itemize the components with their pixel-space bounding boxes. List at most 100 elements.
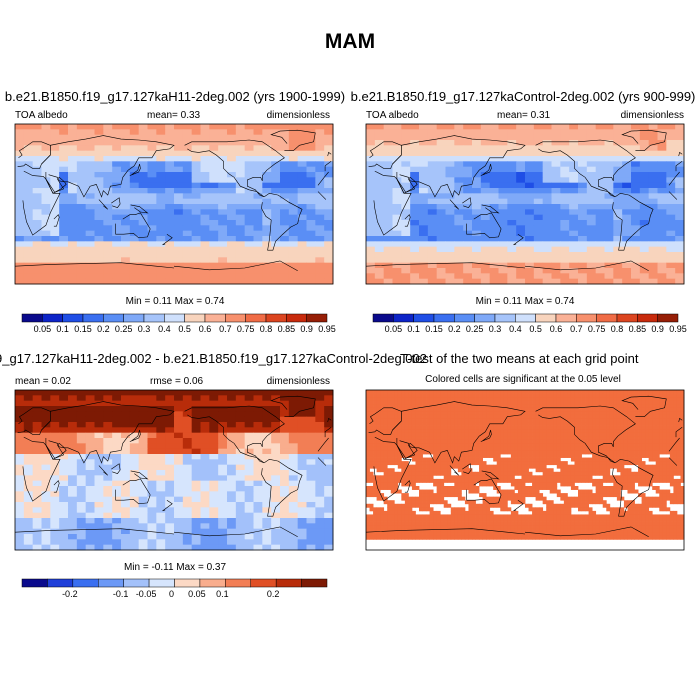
grid-cell [410, 193, 420, 200]
grid-cell [253, 124, 263, 130]
grid-cell [498, 252, 508, 258]
grid-cell [613, 204, 623, 210]
grid-cell [218, 236, 228, 242]
grid-cell [262, 390, 272, 396]
significant-cell [606, 404, 611, 409]
grid-cell [392, 220, 402, 226]
grid-cell [622, 262, 632, 269]
grid-cell [94, 262, 104, 269]
grid-cell [182, 411, 193, 418]
grid-cell [489, 204, 499, 210]
grid-cell [306, 145, 316, 152]
grid-cell [578, 161, 588, 168]
grid-cell [112, 193, 122, 200]
grid-cell [613, 278, 623, 285]
significant-cell [397, 390, 402, 394]
significant-cell [528, 439, 533, 444]
grid-cell [297, 459, 307, 466]
grid-cell [366, 214, 376, 221]
grid-cell [436, 236, 446, 242]
significant-cell [567, 411, 572, 416]
grid-cell [200, 496, 210, 503]
grid-cell [648, 145, 658, 152]
grid-cell [76, 145, 87, 152]
grid-cell [165, 475, 175, 482]
grid-cell [280, 390, 290, 396]
significant-cell [493, 432, 498, 437]
significant-cell [464, 429, 469, 434]
grid-cell [235, 172, 246, 178]
grid-cell [156, 150, 166, 157]
significant-cell [464, 457, 469, 462]
grid-cell [675, 156, 685, 162]
grid-cell [32, 246, 42, 253]
significant-cell [394, 411, 399, 416]
significant-cell [394, 429, 399, 434]
grid-cell [182, 438, 193, 444]
grid-cell [631, 230, 641, 237]
grid-cell [253, 198, 263, 205]
significant-cell [408, 418, 413, 423]
grid-cell [121, 236, 131, 242]
grid-cell [191, 507, 201, 514]
grid-cell [200, 502, 210, 508]
grid-cell [595, 268, 605, 274]
significant-cell [652, 425, 657, 430]
significant-cell [376, 407, 381, 412]
significant-cell [592, 400, 597, 405]
grid-cell [639, 156, 650, 162]
grid-cell [392, 209, 402, 216]
grid-cell [560, 145, 570, 152]
grid-cell [235, 486, 246, 492]
grid-cell [174, 512, 184, 519]
significant-cell [592, 422, 597, 426]
significant-cell [479, 450, 483, 455]
grid-cell [410, 145, 420, 152]
grid-cell [648, 124, 658, 130]
grid-cell [41, 209, 51, 216]
grid-cell [200, 124, 210, 130]
grid-cell [32, 145, 42, 152]
significant-cell [528, 400, 533, 405]
grid-cell [516, 220, 526, 226]
grid-cell [454, 220, 464, 226]
significant-cell [380, 446, 385, 451]
significant-cell [369, 454, 374, 458]
significant-cell [560, 418, 565, 423]
panel-title-top-right: b.e21.B1850.f19_g17.127kaControl-2deg.00… [350, 89, 696, 104]
significant-cell [482, 450, 487, 455]
significant-cell [655, 429, 660, 434]
significant-cell [546, 390, 551, 394]
grid-cell [200, 475, 210, 482]
grid-cell [280, 188, 290, 194]
grid-cell [595, 177, 605, 184]
grid-cell [542, 177, 552, 184]
grid-cell [542, 124, 552, 130]
significant-cell [563, 429, 568, 434]
grid-cell [41, 161, 51, 168]
significant-cell [627, 422, 632, 426]
significant-cell [373, 443, 377, 448]
grid-cell [297, 523, 307, 530]
grid-cell [288, 134, 299, 141]
grid-cell [103, 209, 113, 216]
significant-cell [567, 443, 572, 448]
significant-cell [659, 432, 664, 437]
grid-cell [542, 209, 552, 216]
grid-cell [507, 193, 517, 200]
grid-cell [525, 214, 535, 221]
grid-cell [59, 486, 69, 492]
significant-cell [408, 393, 413, 398]
grid-cell [533, 241, 544, 248]
significant-cell [676, 393, 681, 398]
significant-cell [641, 436, 646, 441]
grid-cell [666, 182, 676, 189]
grid-cell [288, 172, 299, 178]
grid-cell [262, 246, 272, 253]
significant-cell [546, 443, 551, 448]
significant-cell [666, 414, 671, 419]
grid-cell [112, 470, 122, 476]
grid-cell [50, 454, 60, 460]
grid-cell [271, 438, 281, 444]
significant-cell [648, 390, 653, 394]
